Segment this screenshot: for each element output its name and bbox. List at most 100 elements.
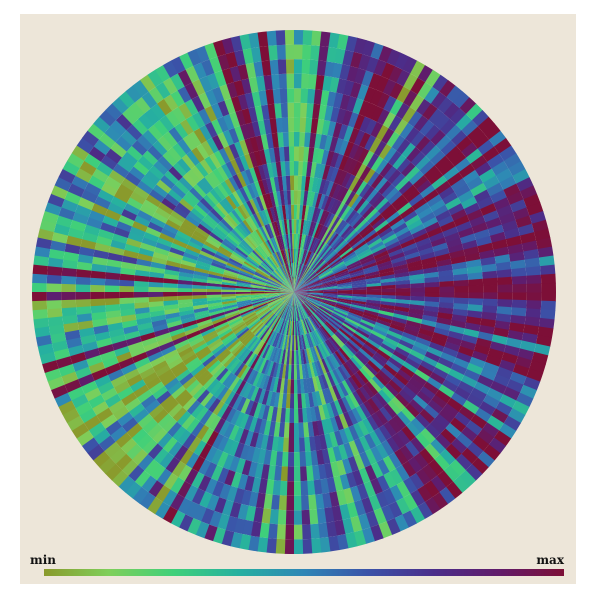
heatmap-cell bbox=[293, 524, 303, 540]
heatmap-cell bbox=[249, 320, 262, 331]
heatmap-cell bbox=[202, 330, 217, 340]
heatmap-cell bbox=[294, 287, 308, 292]
heatmap-cell bbox=[301, 524, 312, 540]
heatmap-cell bbox=[239, 241, 253, 254]
heatmap-cell bbox=[358, 323, 373, 334]
heatmap-cell bbox=[179, 309, 195, 317]
heatmap-cell bbox=[335, 304, 350, 311]
heatmap-cell bbox=[300, 320, 305, 335]
heatmap-cell bbox=[432, 204, 449, 218]
heatmap-cell bbox=[294, 292, 303, 304]
heatmap-cell bbox=[332, 200, 343, 215]
heatmap-cell bbox=[77, 319, 94, 330]
heatmap-cell bbox=[144, 399, 161, 414]
heatmap-cell bbox=[145, 226, 162, 238]
heatmap-cell bbox=[329, 198, 339, 214]
heatmap-cell bbox=[162, 506, 178, 524]
heatmap-cell bbox=[278, 146, 286, 162]
heatmap-cell bbox=[174, 122, 189, 139]
heatmap-cell bbox=[328, 233, 339, 247]
heatmap-cell bbox=[454, 386, 471, 401]
heatmap-cell bbox=[452, 308, 468, 317]
heatmap-cell bbox=[410, 489, 426, 507]
heatmap-cell bbox=[395, 279, 411, 286]
heatmap-cell bbox=[403, 73, 419, 91]
heatmap-cell bbox=[337, 293, 353, 297]
heatmap-cell bbox=[320, 90, 330, 106]
heatmap-cell bbox=[415, 468, 431, 486]
heatmap-cell bbox=[308, 509, 319, 525]
heatmap-cell bbox=[516, 177, 534, 192]
heatmap-cell bbox=[302, 267, 312, 281]
heatmap-cell bbox=[126, 373, 143, 387]
heatmap-cell bbox=[145, 376, 162, 390]
heatmap-cell bbox=[343, 321, 358, 331]
heatmap-cell bbox=[337, 444, 348, 460]
heatmap-cell bbox=[91, 311, 107, 321]
heatmap-cell bbox=[471, 222, 488, 234]
heatmap-cell bbox=[222, 276, 238, 282]
heatmap-cell bbox=[239, 381, 250, 397]
heatmap-cell bbox=[486, 415, 504, 431]
heatmap-cell bbox=[295, 320, 299, 336]
heatmap-cell bbox=[379, 304, 395, 310]
heatmap-cell bbox=[286, 320, 290, 336]
heatmap-cell bbox=[305, 348, 312, 364]
heatmap-cell bbox=[294, 292, 299, 306]
heatmap-cell bbox=[301, 234, 307, 250]
heatmap-cell bbox=[179, 52, 194, 70]
heatmap-cell bbox=[343, 253, 358, 263]
heatmap-cell bbox=[269, 222, 277, 238]
heatmap-cell bbox=[341, 189, 353, 204]
heatmap-cell bbox=[280, 285, 294, 292]
heatmap-cell bbox=[266, 330, 275, 345]
heatmap-cell bbox=[369, 214, 384, 227]
heatmap-cell bbox=[324, 250, 336, 262]
heatmap-cell bbox=[366, 415, 379, 431]
heatmap-cell bbox=[127, 231, 144, 243]
heatmap-cell bbox=[204, 395, 217, 410]
heatmap-cell bbox=[284, 408, 290, 423]
heatmap-cell bbox=[283, 292, 294, 303]
heatmap-cell bbox=[198, 108, 212, 125]
heatmap-cell bbox=[96, 407, 113, 423]
heatmap-cell bbox=[210, 314, 226, 322]
heatmap-cell bbox=[294, 117, 301, 132]
heatmap-cell bbox=[259, 195, 268, 210]
heatmap-cell bbox=[541, 292, 556, 302]
heatmap-cell bbox=[143, 231, 160, 243]
heatmap-cell bbox=[345, 360, 357, 375]
heatmap-cell bbox=[61, 371, 79, 385]
heatmap-cell bbox=[483, 444, 501, 461]
heatmap-cell bbox=[222, 274, 238, 280]
heatmap-cell bbox=[370, 395, 384, 410]
heatmap-cell bbox=[129, 346, 146, 358]
heatmap-cell bbox=[117, 157, 134, 173]
heatmap-cell bbox=[53, 347, 71, 361]
heatmap-cell bbox=[259, 243, 270, 257]
heatmap-cell bbox=[273, 270, 285, 282]
heatmap-cell bbox=[409, 473, 425, 490]
heatmap-cell bbox=[283, 219, 289, 235]
heatmap-cell bbox=[306, 220, 312, 236]
heatmap-cell bbox=[348, 424, 360, 441]
heatmap-cell bbox=[251, 231, 262, 245]
heatmap-cell bbox=[379, 406, 393, 422]
heatmap-cell bbox=[475, 161, 492, 177]
heatmap-cell bbox=[304, 451, 313, 467]
heatmap-cell bbox=[258, 374, 268, 389]
heatmap-cell bbox=[302, 44, 312, 60]
heatmap-cell bbox=[193, 230, 208, 242]
heatmap-cell bbox=[300, 249, 305, 264]
heatmap-cell bbox=[258, 265, 272, 275]
heatmap-cell bbox=[334, 138, 344, 154]
heatmap-cell bbox=[509, 251, 525, 263]
heatmap-cell bbox=[460, 340, 476, 351]
heatmap-cell bbox=[312, 103, 321, 120]
heatmap-cell bbox=[381, 288, 396, 293]
heatmap-cell bbox=[524, 316, 541, 327]
heatmap-cell bbox=[344, 342, 357, 355]
heatmap-cell bbox=[110, 195, 128, 210]
heatmap-cell bbox=[348, 127, 360, 144]
heatmap-cell bbox=[321, 403, 331, 420]
